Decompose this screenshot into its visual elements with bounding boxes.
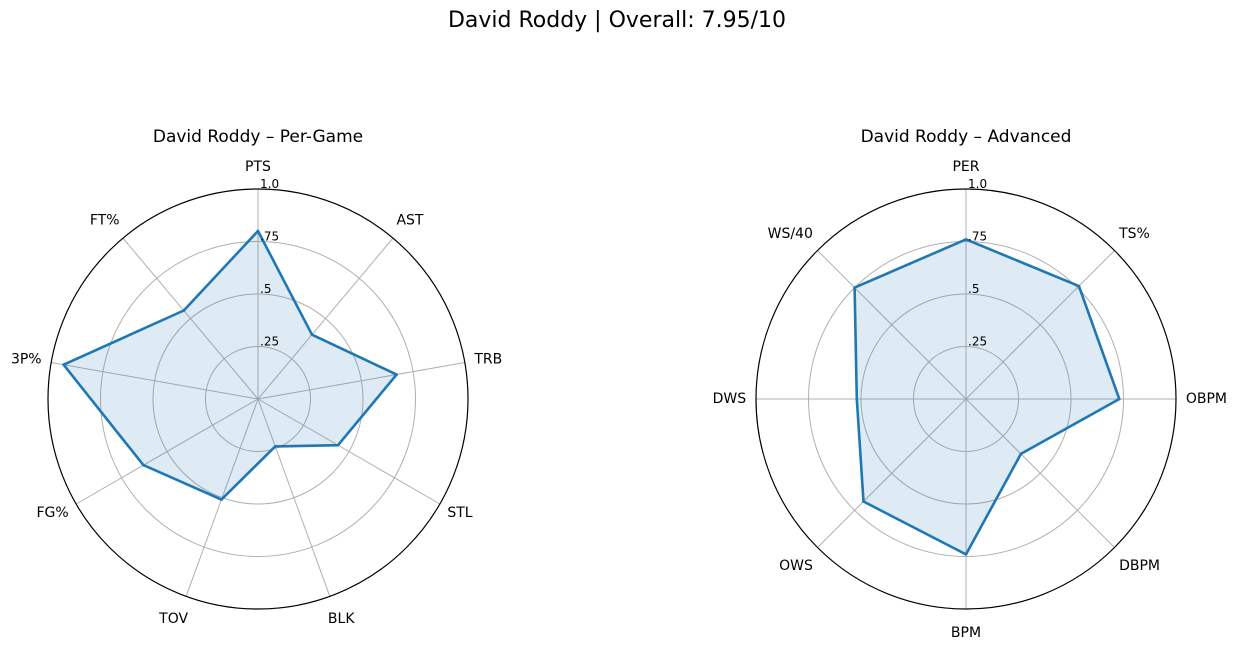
category-label: AST <box>396 212 423 228</box>
category-label: DBPM <box>1119 558 1160 574</box>
data-point <box>336 443 340 447</box>
category-label: 3P% <box>11 351 42 367</box>
category-label: FT% <box>90 212 120 228</box>
data-point <box>310 333 314 336</box>
data-point <box>220 498 223 501</box>
data-point <box>256 229 260 233</box>
data-point <box>142 463 145 467</box>
category-label: STL <box>447 505 472 521</box>
outer-frame <box>47 188 469 610</box>
data-point <box>862 500 865 503</box>
data-line <box>62 229 398 501</box>
category-label: FG% <box>36 505 68 521</box>
category-label: BLK <box>328 611 355 627</box>
grid-spoke <box>122 237 259 400</box>
data-point <box>1118 397 1121 401</box>
grid-spoke <box>817 250 967 400</box>
grid-spoke <box>75 398 259 505</box>
grid-spoke <box>51 362 259 400</box>
grid-spoke <box>257 398 441 505</box>
data-area <box>854 239 1120 555</box>
data-area <box>63 231 397 500</box>
category-label: BPM <box>951 625 981 641</box>
grid-spoke <box>965 250 1115 400</box>
category-label: TS% <box>1118 226 1150 242</box>
data-point <box>964 238 968 241</box>
category-label: DWS <box>713 391 747 407</box>
radial-tick-label: .25 <box>260 335 279 349</box>
radial-tick-label: .25 <box>968 335 987 349</box>
data-point <box>855 397 859 401</box>
data-point <box>62 363 65 367</box>
data-point <box>964 553 968 556</box>
radial-tick-label: .5 <box>968 282 979 296</box>
grid-spoke <box>257 362 465 400</box>
category-label: OWS <box>779 558 813 574</box>
chart-title: David Roddy – Per-Game <box>153 127 363 147</box>
category-label: PER <box>952 159 979 175</box>
data-point <box>182 309 186 312</box>
category-label: TRB <box>473 351 502 367</box>
radial-tick-label: 1.0 <box>260 177 279 191</box>
grid-spoke <box>817 398 967 548</box>
chart-title: David Roddy – Advanced <box>861 127 1072 147</box>
grid-spoke <box>257 237 394 400</box>
data-point <box>273 445 277 448</box>
outer-frame <box>755 188 1177 610</box>
grid-spoke <box>965 398 1115 548</box>
data-point <box>395 373 398 376</box>
figure-title: David Roddy | Overall: 7.95/10 <box>447 8 787 33</box>
radial-tick-label: .75 <box>260 230 279 244</box>
radial-tick-label: 1.0 <box>968 177 987 191</box>
category-label: WS/40 <box>768 226 813 242</box>
grid-spoke <box>257 398 331 597</box>
data-point <box>853 286 856 289</box>
data-point <box>1077 284 1081 288</box>
category-label: OBPM <box>1186 391 1227 407</box>
category-label: PTS <box>245 159 271 175</box>
radial-tick-label: .75 <box>968 230 987 244</box>
data-point <box>1019 452 1023 456</box>
radial-tick-label: .5 <box>260 282 271 296</box>
category-label: TOV <box>158 611 188 627</box>
